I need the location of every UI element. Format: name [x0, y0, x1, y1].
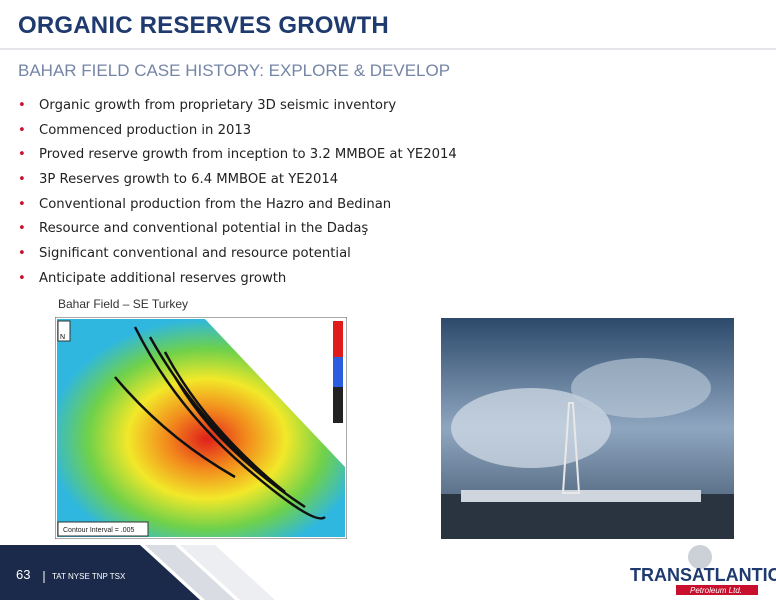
- bullet: Commenced production in 2013: [18, 119, 457, 144]
- title: ORGANIC RESERVES GROWTH: [18, 12, 389, 39]
- bullet: Organic growth from proprietary 3D seism…: [18, 94, 457, 119]
- rig-photo: [441, 318, 734, 539]
- contour-label: Contour Interval = .005: [63, 527, 135, 534]
- seismic-map: Contour Interval = .005 N: [55, 317, 347, 539]
- bullet: Significant conventional and resource po…: [18, 242, 457, 267]
- bullet-list: Organic growth from proprietary 3D seism…: [18, 94, 457, 292]
- bullet: Anticipate additional reserves growth: [18, 267, 457, 292]
- page-number: 63: [16, 567, 30, 582]
- bullet: Conventional production from the Hazro a…: [18, 193, 457, 218]
- bullet: Proved reserve growth from inception to …: [18, 143, 457, 168]
- map-caption: Bahar Field – SE Turkey: [58, 297, 189, 311]
- logo: TRANSATLANTIC: [630, 565, 776, 585]
- subtitle: BAHAR FIELD CASE HISTORY: EXPLORE & DEVE…: [18, 61, 451, 80]
- footer: 63 TAT NYSE TNP TSX TRANSATLANTIC Petrol…: [0, 545, 776, 600]
- divider: [0, 48, 776, 50]
- bullet: 3P Reserves growth to 6.4 MMBOE at YE201…: [18, 168, 457, 193]
- tickers: TAT NYSE TNP TSX: [52, 572, 126, 581]
- bullet: Resource and conventional potential in t…: [18, 217, 457, 242]
- logo-subtitle: Petroleum Ltd.: [690, 586, 742, 595]
- north-label: N: [60, 334, 65, 341]
